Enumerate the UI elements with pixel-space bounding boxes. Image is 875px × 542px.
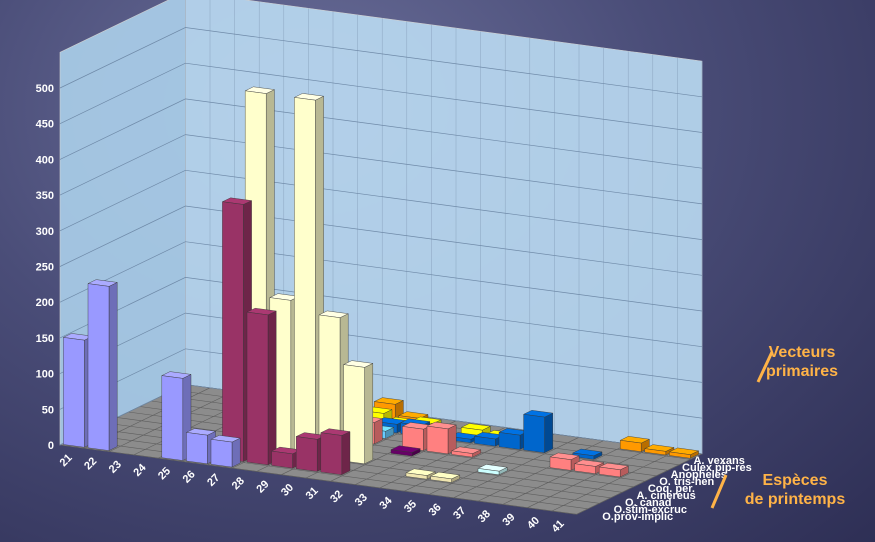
x-tick-label: 36 (427, 501, 444, 518)
bar (668, 447, 700, 459)
x-tick-label: 34 (377, 494, 395, 512)
y-gridline (59, 205, 703, 276)
x-tick-label: 37 (451, 505, 468, 522)
y-gridline (59, 62, 703, 133)
y-tick-label: 50 (42, 404, 54, 416)
bar (572, 448, 603, 460)
bar (473, 432, 505, 447)
series-label: A. cinereus (636, 490, 695, 502)
x-tick-label: 27 (205, 472, 222, 489)
x-tick-label: 21 (58, 452, 75, 469)
y-tick-label: 250 (36, 262, 54, 274)
y-gridline (59, 169, 703, 240)
x-tick-label: 41 (550, 518, 567, 535)
floor-grid-line (71, 439, 589, 510)
series-label: O. tris-hen (659, 476, 714, 488)
x-tick-label: 25 (156, 465, 173, 482)
floor-grid-line (576, 453, 703, 515)
x-tick-label: 26 (181, 468, 198, 485)
bar (644, 444, 675, 456)
y-tick-label: 300 (36, 226, 54, 238)
y-axis-ticks: 0 50 100 150 200 250 300 350 400 450 500 (36, 83, 54, 452)
x-tick-label: 24 (131, 461, 149, 479)
bar (477, 464, 508, 476)
y-tick-label: 0 (48, 440, 54, 452)
x-tick-label: 38 (476, 508, 493, 525)
series-label: O.stim-excruc (614, 504, 687, 516)
y-tick-label: 450 (36, 119, 54, 131)
annotation-slash (710, 474, 728, 509)
bar (450, 446, 482, 458)
y-tick-label: 200 (36, 297, 54, 309)
bar (210, 435, 241, 468)
bar (246, 307, 277, 466)
bar (429, 471, 461, 483)
chart-bars (62, 86, 700, 483)
floor-grid-line (551, 450, 678, 512)
annotation-text: primaires (766, 363, 838, 380)
series-label: Culex pip-res (682, 462, 752, 474)
bar (549, 452, 580, 471)
bar (522, 410, 554, 454)
series-label: O. canad (625, 497, 671, 509)
floor-grid-line (128, 411, 646, 482)
bar (598, 462, 630, 478)
annotation-slash (756, 351, 774, 383)
x-tick-label: 28 (230, 475, 247, 492)
x-tick-label: 29 (254, 478, 271, 495)
y-tick-label: 500 (36, 83, 54, 95)
x-tick-label: 32 (328, 488, 345, 505)
floor-grid-line (116, 417, 634, 488)
floor-grid-line (527, 446, 653, 508)
floor-grid-line (502, 443, 629, 505)
bar (185, 428, 217, 465)
y-tick-label: 150 (36, 333, 54, 345)
x-tick-label: 35 (402, 498, 419, 515)
y-gridline (59, 134, 703, 205)
x-tick-label: 31 (304, 485, 321, 502)
annotations: Vecteurs primaires Espèces de printemps (710, 344, 846, 509)
annotation-text: de printemps (745, 491, 846, 508)
series-label: O.prov-implic (602, 511, 673, 523)
bar (295, 432, 327, 472)
y-tick-label: 100 (36, 369, 54, 381)
x-tick-label: 22 (82, 455, 99, 472)
floor-grid-line (453, 437, 580, 499)
y-tick-label: 350 (36, 190, 54, 202)
y-gridline (59, 98, 703, 169)
annotation-text: Vecteurs (769, 344, 836, 361)
bar (390, 445, 421, 457)
y-gridline (59, 27, 703, 98)
series-label: A. vexans (693, 455, 744, 467)
annotation-text: Espèces (763, 472, 828, 489)
bar (320, 428, 351, 476)
bar (87, 279, 118, 451)
series-label: Anopheles (671, 469, 727, 481)
x-tick-label: 39 (500, 511, 517, 528)
x-tick-label: 23 (107, 459, 124, 476)
x-tick-label: 40 (525, 515, 542, 532)
bar (426, 421, 457, 455)
bar (405, 468, 436, 480)
x-tick-label: 33 (353, 492, 370, 509)
y-tick-label: 400 (36, 154, 54, 166)
floor-grid-line (59, 444, 577, 515)
series-label: Coq. per. (648, 483, 695, 495)
x-tick-label: 30 (279, 482, 296, 499)
